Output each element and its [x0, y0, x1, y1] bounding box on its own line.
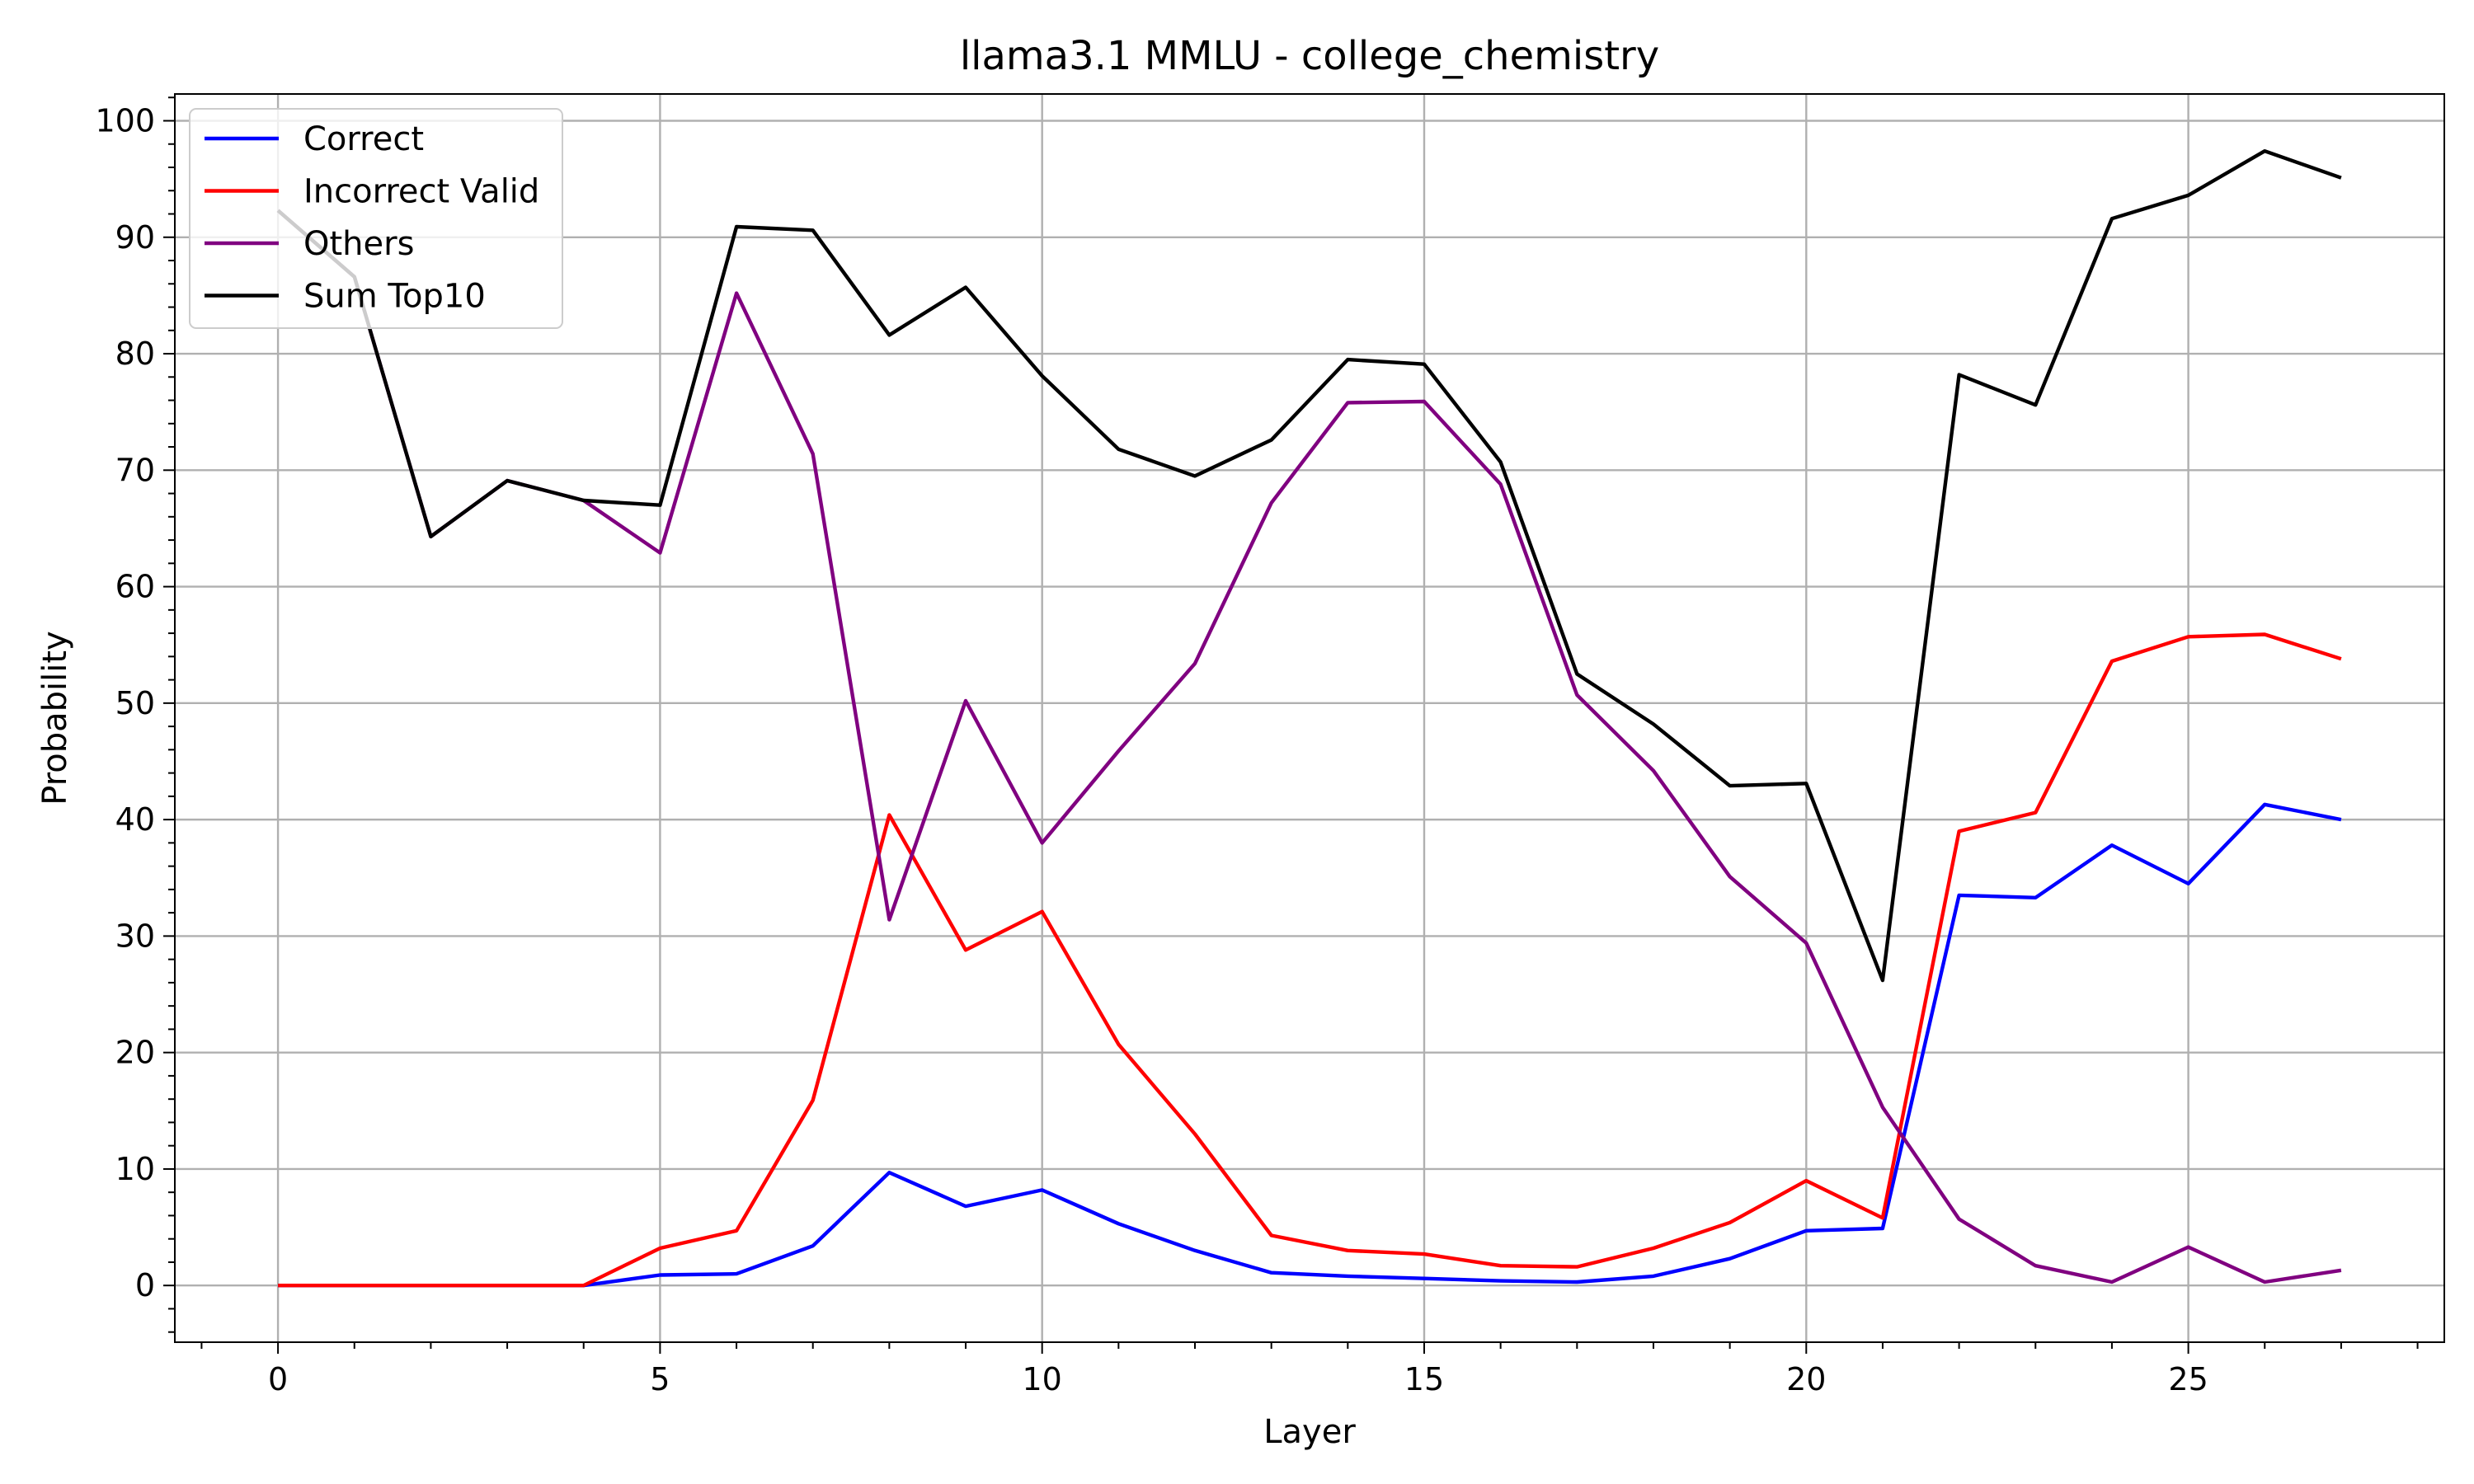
- y-tick-label: 10: [115, 1151, 155, 1187]
- legend-label-incorrect-valid: Incorrect Valid: [303, 173, 539, 211]
- legend: Correct Incorrect Valid Others Sum Top10: [189, 108, 563, 329]
- legend-label-correct: Correct: [303, 120, 424, 158]
- x-tick-label: 5: [650, 1361, 670, 1397]
- series-line-correct: [278, 802, 2342, 1288]
- y-tick-label: 20: [115, 1035, 155, 1071]
- y-tick-label: 40: [115, 801, 155, 838]
- x-tick-label: 20: [1786, 1361, 1826, 1397]
- x-tick-label: 10: [1023, 1361, 1062, 1397]
- series-line-incorrect-valid: [278, 632, 2342, 1288]
- grid: [175, 94, 2444, 1342]
- x-tick-label: 0: [268, 1361, 288, 1397]
- chart-title: llama3.1 MMLU - college_chemistry: [960, 33, 1659, 79]
- y-tick-label: 80: [115, 336, 155, 372]
- x-tick-label: 25: [2168, 1361, 2208, 1397]
- series-line-others: [276, 209, 2342, 1284]
- legend-box: [189, 108, 563, 329]
- y-tick-label: 100: [95, 102, 155, 139]
- y-axis-label: Probability: [36, 631, 74, 805]
- y-tick-label: 70: [115, 452, 155, 488]
- axis-ticks: 0 5 10 15 20 25 0 10 20 30 40 50 60 70 80 90 100: [95, 96, 2419, 1397]
- plot-area-frame: [174, 93, 2445, 1343]
- series-lines: [276, 148, 2342, 1288]
- y-tick-label: 0: [135, 1267, 155, 1303]
- legend-label-sum-top10: Sum Top10: [303, 278, 486, 316]
- y-tick-label: 30: [115, 918, 155, 954]
- y-tick-label: 60: [115, 569, 155, 605]
- series-line-sum-top10: [276, 148, 2342, 983]
- legend-label-others: Others: [303, 225, 414, 263]
- y-tick-label: 90: [115, 219, 155, 256]
- x-axis-label: Layer: [1263, 1413, 1356, 1451]
- x-tick-label: 15: [1404, 1361, 1444, 1397]
- y-tick-label: 50: [115, 685, 155, 721]
